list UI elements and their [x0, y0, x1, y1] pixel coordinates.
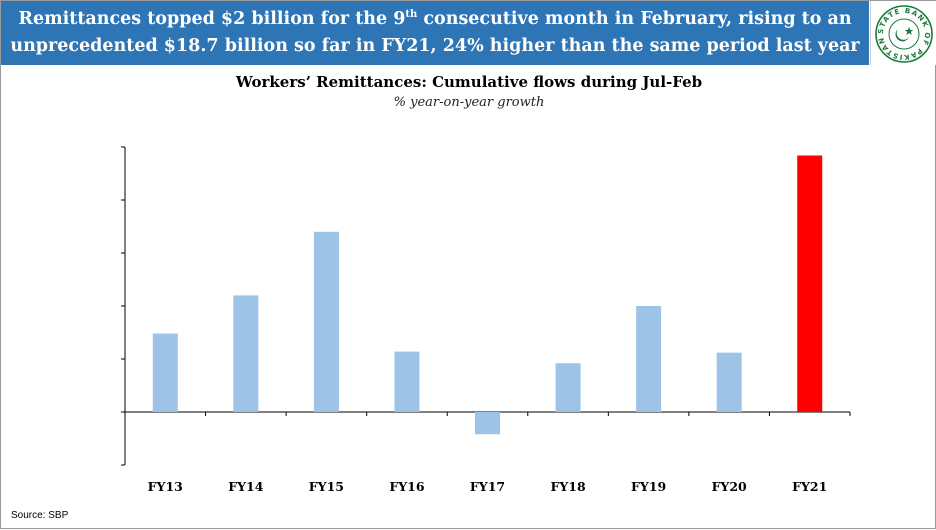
x-tick-label: FY18 [550, 479, 585, 494]
bar-fy18 [555, 363, 581, 412]
x-tick-label: FY14 [228, 479, 263, 494]
headline-text-part: consecutive month in February, rising to… [417, 9, 852, 29]
x-tick-label: FY17 [470, 479, 505, 494]
bar-fy14 [233, 295, 259, 412]
x-tick-label: FY21 [792, 479, 827, 494]
chart-x-labels: FY13 FY14 FY15 FY16 FY17 FY18 FY19 FY20 FY21 [148, 479, 828, 494]
headline-banner: Remittances topped $2 billion for the 9t… [1, 1, 869, 65]
x-tick-label: FY20 [712, 479, 747, 494]
sbp-logo: STATE BANK OF PAKISTAN [870, 1, 936, 65]
headline-line-1: Remittances topped $2 billion for the 9t… [1, 6, 869, 33]
bar-fy21 [797, 155, 823, 413]
bar-fy15 [313, 231, 339, 412]
chart-subtitle: % year-on-year growth [393, 95, 545, 110]
bar-fy20 [716, 352, 742, 412]
bar-fy17 [475, 412, 500, 435]
bar-fy13 [152, 333, 178, 412]
headline-line-2: unprecedented $18.7 billion so far in FY… [10, 36, 860, 56]
x-tick-label: FY13 [148, 479, 183, 494]
bar-fy19 [636, 306, 662, 412]
source-note: Source: SBP [11, 510, 69, 521]
bar-fy16 [394, 351, 420, 412]
sbp-seal-icon: STATE BANK OF PAKISTAN [875, 5, 933, 63]
x-tick-label: FY16 [389, 479, 424, 494]
headline-superscript: th [405, 9, 418, 21]
x-tick-label: FY19 [631, 479, 666, 494]
chart-bars [152, 155, 823, 435]
x-tick-label: FY15 [309, 479, 344, 494]
headline-text-part: Remittances topped $2 billion for the 9 [18, 9, 406, 29]
chart-title: Workers’ Remittances: Cumulative flows d… [235, 73, 703, 91]
